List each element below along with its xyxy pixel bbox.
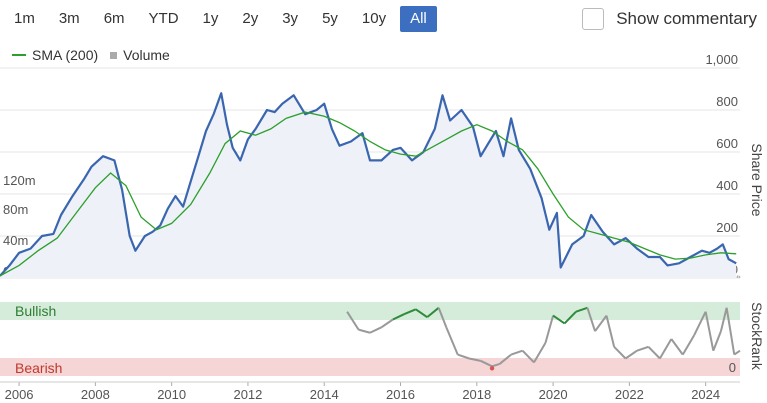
share-price-axis-label: Share Price (749, 143, 765, 216)
stockrank-segment (563, 311, 577, 325)
stockrank-segment (426, 307, 440, 318)
stockrank-segment (605, 315, 616, 348)
bearish-marker (489, 366, 495, 371)
range-button-3m[interactable]: 3m (49, 6, 90, 32)
stockrank-segment (586, 307, 597, 332)
price-tick-label: 1,000 (705, 52, 738, 67)
range-button-ytd[interactable]: YTD (139, 6, 189, 32)
stockrank-segment (712, 330, 722, 352)
stockrank-segment (659, 338, 673, 360)
bullish-label: Bullish (15, 303, 56, 319)
stockrank-segment (468, 357, 481, 362)
price-area (0, 93, 737, 278)
range-button-all[interactable]: All (400, 6, 437, 32)
stockrank-segment (725, 307, 736, 355)
x-tick-label: 2010 (157, 387, 186, 402)
range-button-2y[interactable]: 2y (232, 6, 268, 32)
bearish-zone (0, 358, 740, 376)
x-tick-label: 2022 (615, 387, 644, 402)
range-button-1m[interactable]: 1m (4, 6, 45, 32)
stockrank-segment (693, 311, 707, 336)
volume-tick-label: 120m (3, 173, 36, 188)
volume-tick-label: 80m (3, 202, 28, 217)
stockrank-segment (437, 307, 448, 328)
range-button-10y[interactable]: 10y (352, 6, 396, 32)
stockrank-segment (480, 359, 493, 368)
stockrank-segment (625, 349, 638, 360)
stockrank-segment (457, 353, 470, 360)
range-button-1y[interactable]: 1y (193, 6, 229, 32)
x-tick-label: 2006 (5, 387, 34, 402)
range-selector: 1m 3m 6m YTD 1y 2y 3y 5y 10y All (4, 6, 441, 32)
stockrank-segment (575, 306, 588, 313)
stockrank-segment (704, 311, 715, 351)
volume-tick-label: 40m (3, 233, 28, 248)
stockrank-segment (544, 315, 555, 344)
price-tick-label: 600 (716, 136, 738, 151)
commentary-label: Show commentary (616, 9, 757, 28)
volume-legend-swatch (110, 51, 118, 59)
range-button-5y[interactable]: 5y (312, 6, 348, 32)
x-tick-label: 2008 (81, 387, 110, 402)
stockrank-segment (670, 338, 684, 356)
show-commentary-toggle[interactable]: Show commentary (582, 8, 757, 30)
stockrank-segment (445, 326, 459, 355)
stockrank-segment (369, 326, 382, 334)
stockrank-segment (552, 314, 566, 325)
x-tick-label: 2020 (539, 387, 568, 402)
bullish-zone (0, 302, 740, 320)
x-tick-label: 2014 (310, 387, 339, 402)
sma-legend-label: SMA (200) (32, 47, 99, 63)
price-line (0, 92, 737, 277)
x-tick-label: 2016 (386, 387, 415, 402)
range-button-3y[interactable]: 3y (272, 6, 308, 32)
stockrank-segment (613, 346, 627, 360)
stockrank-axis-label: StockRank (749, 302, 765, 371)
stockrank-segment (533, 342, 547, 363)
stockrank-segment (380, 318, 394, 329)
stockrank-segment (647, 346, 661, 360)
x-tick-label: 2012 (233, 387, 262, 402)
stockrank-segment (415, 308, 428, 318)
volume-legend-label: Volume (123, 47, 170, 63)
stockrank-segment (521, 350, 535, 364)
chart-legend: SMA (200) Volume (12, 47, 170, 63)
stockrank-segment (719, 307, 728, 332)
stockrank-segment (636, 345, 649, 352)
stockrank-segment (594, 315, 608, 332)
commentary-checkbox[interactable] (582, 8, 605, 30)
stockrank-segment (491, 363, 500, 368)
price-tick-label: 200 (716, 220, 738, 235)
stockrank-segment (403, 308, 417, 315)
stockrank-segment (733, 349, 741, 356)
sma-legend-swatch (12, 54, 26, 56)
stockrank-value-label: 0 (729, 360, 736, 375)
volume-bar (738, 275, 741, 278)
stockrank-segment (358, 328, 371, 334)
bearish-label: Bearish (15, 360, 62, 376)
range-button-6m[interactable]: 6m (94, 6, 135, 32)
x-tick-label: 2024 (691, 387, 720, 402)
price-tick-label: 400 (716, 178, 738, 193)
stockrank-segment (510, 349, 523, 356)
sma-line (0, 111, 737, 277)
stockrank-segment (392, 313, 405, 321)
stockrank-segment (499, 353, 512, 365)
x-tick-label: 2018 (462, 387, 491, 402)
stockrank-segment (681, 334, 696, 356)
volume-bar (736, 275, 739, 278)
stockrank-segment (346, 311, 360, 331)
price-tick-label: 800 (716, 94, 738, 109)
